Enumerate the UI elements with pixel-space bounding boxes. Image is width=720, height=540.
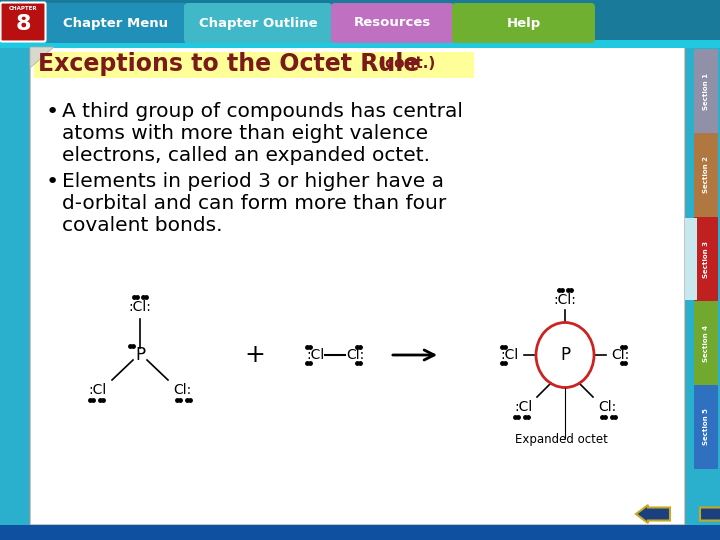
Text: P: P [560, 346, 570, 364]
FancyBboxPatch shape [1, 3, 45, 42]
FancyBboxPatch shape [694, 49, 718, 133]
Text: Cl:: Cl: [346, 348, 364, 362]
Text: d-orbital and can form more than four: d-orbital and can form more than four [62, 194, 446, 213]
FancyBboxPatch shape [694, 133, 718, 217]
Text: electrons, called an expanded octet.: electrons, called an expanded octet. [62, 146, 430, 165]
Text: 8: 8 [15, 14, 31, 34]
Text: :Cl: :Cl [89, 383, 107, 397]
Text: Resources: Resources [354, 17, 431, 30]
Text: •: • [46, 172, 59, 192]
Text: Cl:: Cl: [598, 400, 616, 414]
Text: Expanded octet: Expanded octet [515, 434, 608, 447]
FancyArrow shape [700, 505, 720, 523]
Text: Exceptions to the Octet Rule: Exceptions to the Octet Rule [38, 52, 419, 76]
Text: Section 2: Section 2 [703, 157, 709, 193]
Text: Elements in period 3 or higher have a: Elements in period 3 or higher have a [62, 172, 444, 191]
Text: :Cl: :Cl [514, 400, 532, 414]
FancyBboxPatch shape [694, 217, 718, 301]
Text: Chapter Outline: Chapter Outline [199, 17, 318, 30]
Text: •: • [46, 102, 59, 122]
Bar [685, 218, 697, 300]
Text: Section 4: Section 4 [703, 325, 709, 362]
Text: Chapter Menu: Chapter Menu [63, 17, 168, 30]
Text: Section 3: Section 3 [703, 240, 709, 278]
Text: Help: Help [506, 17, 541, 30]
Text: A third group of compounds has central: A third group of compounds has central [62, 102, 463, 121]
Bar [34, 52, 474, 78]
Text: atoms with more than eight valence: atoms with more than eight valence [62, 124, 428, 143]
FancyBboxPatch shape [452, 3, 595, 43]
Bar [0, 40, 720, 48]
Text: P: P [135, 346, 145, 364]
Text: CHAPTER: CHAPTER [9, 6, 37, 11]
FancyBboxPatch shape [30, 47, 685, 525]
Text: Section 5: Section 5 [703, 409, 709, 446]
Text: Section 1: Section 1 [703, 72, 709, 110]
Text: :Cl:: :Cl: [129, 300, 151, 314]
Bar [0, 0, 720, 42]
FancyBboxPatch shape [184, 3, 332, 43]
Text: :Cl: :Cl [501, 348, 519, 362]
FancyBboxPatch shape [44, 3, 187, 43]
Bar [0, 525, 720, 540]
FancyBboxPatch shape [331, 3, 454, 43]
Text: :Cl: :Cl [306, 348, 324, 362]
Text: (cont.): (cont.) [373, 57, 436, 71]
Text: Cl:: Cl: [173, 383, 191, 397]
Text: +: + [245, 343, 266, 367]
Polygon shape [30, 47, 54, 68]
Text: :Cl:: :Cl: [554, 293, 577, 307]
Text: Cl:: Cl: [611, 348, 629, 362]
FancyBboxPatch shape [694, 301, 718, 385]
FancyBboxPatch shape [694, 385, 718, 469]
Text: covalent bonds.: covalent bonds. [62, 216, 222, 235]
FancyArrow shape [636, 505, 670, 523]
